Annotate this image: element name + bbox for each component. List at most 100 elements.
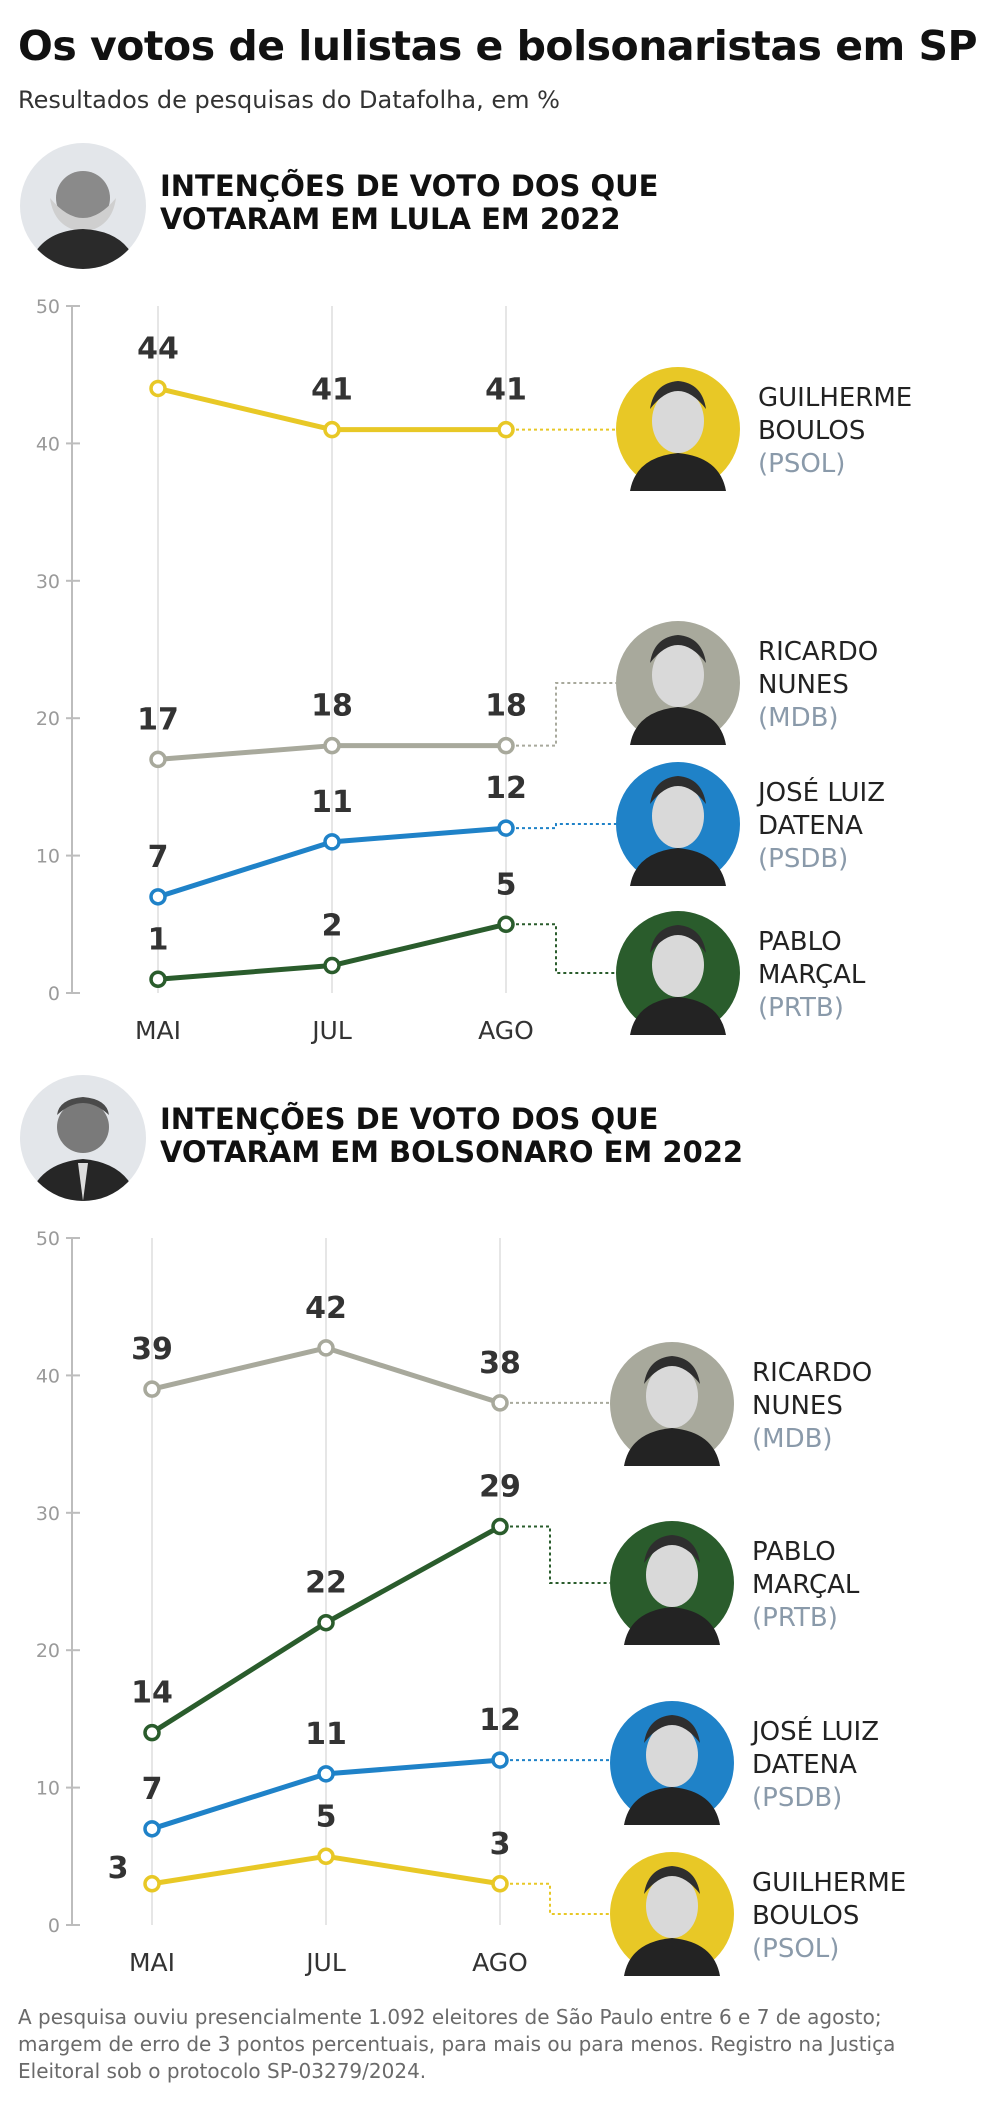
avatar-shoulders-pablo-marcal (630, 997, 726, 1035)
x-tick-label-mai: MAI (135, 1016, 181, 1045)
candidate-name-ricardo-nunes-line-2: NUNES (758, 670, 849, 700)
point-ricardo-nunes-ago (497, 736, 515, 755)
candidate-name-ricardo-nunes-line-1: RICARDO (758, 637, 878, 667)
footnote: A pesquisa ouviu presencialmente 1.092 e… (18, 2004, 968, 2085)
candidate-name-guilherme-boulos-line-1: GUILHERME (752, 1868, 906, 1898)
data-label-ricardo-nunes-jul: 18 (311, 689, 353, 724)
point-guilherme-boulos-jul (323, 420, 341, 439)
candidate-party-guilherme-boulos: (PSOL) (752, 1934, 839, 1964)
connector-jose-luiz-datena (516, 823, 616, 830)
data-label-ricardo-nunes-mai: 17 (137, 702, 179, 737)
data-label-pablo-marcal-mai: 1 (148, 922, 169, 957)
candidate-name-guilherme-boulos-line-2: BOULOS (758, 416, 865, 446)
avatar-face-guilherme-boulos (652, 389, 704, 453)
avatar-face-ricardo-nunes (646, 1364, 698, 1428)
chart2-heading-line-2: VOTARAM EM BOLSONARO EM 2022 (160, 1135, 744, 1169)
candidate-name-pablo-marcal-line-1: PABLO (758, 927, 842, 957)
candidate-party-guilherme-boulos: (PSOL) (758, 449, 845, 479)
avatar-hair-ricardo-nunes (650, 635, 706, 663)
footnote-line-3: Eleitoral sob o protocolo SP-03279/2024. (18, 2059, 427, 2083)
avatar-ricardo-nunes (616, 621, 740, 745)
point-pablo-marcal-ago (491, 1517, 509, 1536)
chart2-heading-line-1: INTENÇÕES DE VOTO DOS QUE (160, 1102, 659, 1136)
data-label-ricardo-nunes-ago: 38 (479, 1346, 521, 1381)
avatar-face-ricardo-nunes (652, 643, 704, 707)
avatar-face-pablo-marcal (646, 1543, 698, 1607)
y-tick-label-10: 10 (36, 846, 60, 868)
y-tick-label-30: 30 (36, 571, 60, 593)
page-subtitle: Resultados de pesquisas do Datafolha, em… (18, 86, 560, 114)
candidate-name-jose-luiz-datena-line-2: DATENA (752, 1750, 857, 1780)
data-label-pablo-marcal-ago: 29 (479, 1470, 521, 1505)
connector-pablo-marcal (516, 923, 616, 974)
candidate-name-jose-luiz-datena-line-2: DATENA (758, 811, 863, 841)
candidate-party-ricardo-nunes: (MDB) (758, 703, 839, 733)
data-label-jose-luiz-datena-jul: 11 (305, 1717, 347, 1752)
point-guilherme-boulos-mai (149, 379, 167, 398)
data-label-ricardo-nunes-jul: 42 (305, 1291, 347, 1326)
y-tick-label-0: 0 (48, 1915, 60, 1937)
data-label-jose-luiz-datena-jul: 11 (311, 785, 353, 820)
candidate-name-pablo-marcal-line-2: MARÇAL (752, 1570, 860, 1600)
footnote-line-1: A pesquisa ouviu presencialmente 1.092 e… (18, 2005, 882, 2029)
y-tick-label-10: 10 (36, 1778, 60, 1800)
candidate-name-ricardo-nunes-line-1: RICARDO (752, 1358, 872, 1388)
data-label-guilherme-boulos-jul: 5 (316, 1799, 337, 1834)
point-guilherme-boulos-mai (143, 1875, 161, 1893)
chart1-heading-line-2: VOTARAM EM LULA EM 2022 (160, 202, 621, 236)
data-label-guilherme-boulos-mai: 44 (137, 331, 179, 366)
data-label-guilherme-boulos-ago: 3 (490, 1827, 511, 1862)
data-label-ricardo-nunes-mai: 39 (131, 1332, 173, 1367)
point-jose-luiz-datena-jul (323, 833, 341, 851)
y-tick-label-30: 30 (36, 1503, 60, 1525)
candidate-name-pablo-marcal-line-2: MARÇAL (758, 960, 866, 990)
footnote-line-2: margem de erro de 3 pontos percentuais, … (18, 2032, 896, 2056)
avatar-hair-ricardo-nunes (644, 1356, 700, 1384)
x-tick-label-ago: AGO (478, 1016, 534, 1045)
x-tick-label-mai: MAI (129, 1948, 175, 1977)
candidate-name-pablo-marcal-line-1: PABLO (752, 1537, 836, 1567)
point-jose-luiz-datena-jul (317, 1765, 335, 1783)
point-pablo-marcal-ago (497, 915, 515, 934)
point-pablo-marcal-jul (317, 1613, 335, 1632)
avatar-face-guilherme-boulos (646, 1874, 698, 1938)
avatar-hair-jose-luiz-datena (644, 1715, 700, 1743)
candidate-name-ricardo-nunes-line-2: NUNES (752, 1391, 843, 1421)
avatar-shoulders-jose-luiz-datena (624, 1787, 720, 1825)
x-tick-label-ago: AGO (472, 1948, 528, 1977)
y-tick-label-40: 40 (36, 1365, 60, 1387)
data-label-guilherme-boulos-jul: 41 (311, 373, 353, 408)
candidate-name-jose-luiz-datena-line-1: JOSÉ LUIZ (750, 1715, 879, 1747)
avatar-jose-luiz-datena (610, 1701, 734, 1825)
data-label-jose-luiz-datena-ago: 12 (479, 1703, 521, 1738)
chart1-heading: INTENÇÕES DE VOTO DOS QUE VOTARAM EM LUL… (160, 170, 658, 236)
avatar-pablo-marcal (616, 911, 740, 1035)
data-label-pablo-marcal-jul: 22 (305, 1566, 347, 1601)
candidate-party-ricardo-nunes: (MDB) (752, 1424, 833, 1454)
point-ricardo-nunes-ago (491, 1394, 509, 1412)
point-jose-luiz-datena-mai (143, 1820, 161, 1838)
lula-portrait (20, 143, 146, 269)
avatar-shoulders-ricardo-nunes (630, 707, 726, 745)
avatar-shoulders-pablo-marcal (624, 1607, 720, 1645)
avatar-hair-pablo-marcal (650, 925, 706, 953)
data-label-guilherme-boulos-mai: 3 (108, 1851, 129, 1886)
candidate-party-jose-luiz-datena: (PSDB) (758, 844, 848, 874)
avatar-shoulders-jose-luiz-datena (630, 848, 726, 886)
data-label-jose-luiz-datena-ago: 12 (485, 771, 527, 806)
chart1-heading-line-1: INTENÇÕES DE VOTO DOS QUE (160, 169, 659, 203)
candidate-party-pablo-marcal: (PRTB) (758, 993, 844, 1023)
candidate-party-jose-luiz-datena: (PSDB) (752, 1783, 842, 1813)
bolsonaro-portrait (20, 1075, 146, 1201)
point-guilherme-boulos-ago (491, 1875, 509, 1893)
y-tick-label-50: 50 (36, 1228, 60, 1250)
chart2-heading: INTENÇÕES DE VOTO DOS QUE VOTARAM EM BOL… (160, 1103, 743, 1169)
data-label-jose-luiz-datena-mai: 7 (148, 840, 169, 875)
y-tick-label-40: 40 (36, 433, 60, 455)
point-jose-luiz-datena-mai (149, 888, 167, 906)
x-tick-label-jul: JUL (304, 1948, 346, 1977)
point-ricardo-nunes-mai (149, 750, 167, 769)
candidate-name-jose-luiz-datena-line-1: JOSÉ LUIZ (756, 776, 885, 808)
avatar-shoulders-guilherme-boulos (630, 453, 726, 491)
y-tick-label-50: 50 (36, 296, 60, 318)
